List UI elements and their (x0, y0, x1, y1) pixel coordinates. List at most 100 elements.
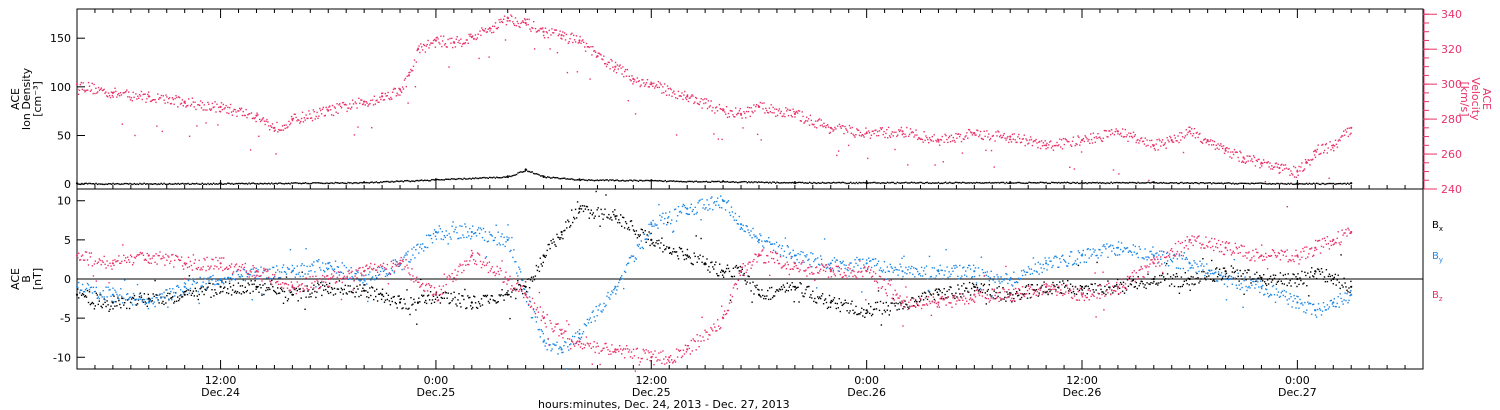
data-point (769, 111, 771, 113)
data-point (895, 302, 897, 304)
data-point (979, 130, 982, 133)
data-point (639, 179, 641, 182)
data-point (571, 339, 573, 341)
data-point (578, 207, 581, 210)
data-point (422, 243, 424, 245)
data-point (264, 283, 266, 285)
data-point (255, 285, 258, 288)
data-point (429, 291, 432, 293)
data-point (158, 97, 161, 99)
data-point (462, 43, 464, 45)
data-point (354, 101, 356, 103)
data-point (1245, 279, 1247, 281)
data-point (649, 233, 651, 235)
data-point (175, 292, 177, 294)
data-point (1035, 138, 1037, 141)
data-point (378, 101, 380, 103)
data-point (233, 108, 235, 111)
data-point (1155, 252, 1157, 255)
data-point (280, 288, 283, 291)
data-point (387, 294, 390, 296)
data-point (401, 86, 404, 88)
data-point (1144, 248, 1146, 250)
data-point (126, 89, 128, 91)
data-point (266, 183, 269, 185)
data-point (443, 44, 446, 46)
data-point (506, 175, 509, 178)
data-point (1314, 156, 1317, 158)
data-point (409, 180, 412, 183)
data-point (802, 115, 804, 118)
data-point (654, 87, 656, 89)
data-point (911, 265, 913, 268)
data-point (371, 286, 373, 288)
data-point (679, 248, 682, 250)
data-point (528, 296, 531, 298)
data-point (310, 117, 312, 119)
data-point (729, 109, 731, 112)
data-point (657, 243, 659, 245)
data-point (395, 260, 397, 263)
data-point (1069, 166, 1071, 168)
data-point (1074, 285, 1077, 288)
data-point (876, 182, 879, 184)
y-label-line: ACE (9, 88, 22, 110)
data-point (354, 272, 356, 275)
data-point (672, 248, 675, 250)
data-point (732, 267, 735, 269)
data-point (1157, 262, 1159, 264)
data-point (972, 283, 975, 286)
data-point (945, 297, 947, 299)
data-point (300, 264, 302, 267)
data-point (1187, 131, 1189, 134)
data-point (1185, 279, 1187, 282)
data-point (730, 275, 733, 278)
data-point (726, 116, 729, 119)
data-point (1315, 277, 1318, 280)
data-point (485, 31, 488, 33)
data-point (799, 120, 802, 122)
data-point (1300, 279, 1302, 282)
data-point (582, 331, 585, 333)
data-point (1170, 182, 1172, 184)
data-point (408, 180, 410, 182)
data-point (572, 178, 574, 181)
data-point (1229, 182, 1231, 184)
data-point (297, 300, 299, 302)
data-point (700, 219, 702, 221)
data-point (82, 82, 84, 84)
data-point (710, 100, 712, 102)
data-point (603, 55, 605, 57)
data-point (1002, 287, 1004, 289)
data-point (1060, 292, 1062, 294)
data-point (414, 257, 416, 259)
data-point (741, 117, 743, 119)
data-point (932, 140, 934, 142)
data-point (646, 234, 648, 236)
data-point (810, 294, 812, 296)
data-point (184, 102, 186, 104)
data-point (421, 294, 423, 296)
data-point (906, 182, 909, 184)
data-point (603, 213, 605, 216)
data-point (468, 297, 470, 299)
data-point (1201, 182, 1203, 184)
data-point (543, 34, 545, 37)
data-point (1100, 182, 1102, 184)
data-point (602, 309, 604, 311)
data-point (129, 301, 132, 304)
data-point (652, 219, 654, 222)
data-point (726, 264, 729, 266)
data-point (117, 94, 119, 96)
data-point (644, 85, 646, 87)
data-point (1195, 277, 1197, 280)
data-point (507, 290, 509, 292)
data-point (829, 267, 832, 269)
data-point (104, 299, 106, 301)
data-point (1237, 156, 1239, 159)
data-point (291, 264, 294, 267)
y-tick-label: 150 (50, 32, 71, 45)
data-point (768, 298, 770, 301)
data-point (996, 274, 998, 276)
